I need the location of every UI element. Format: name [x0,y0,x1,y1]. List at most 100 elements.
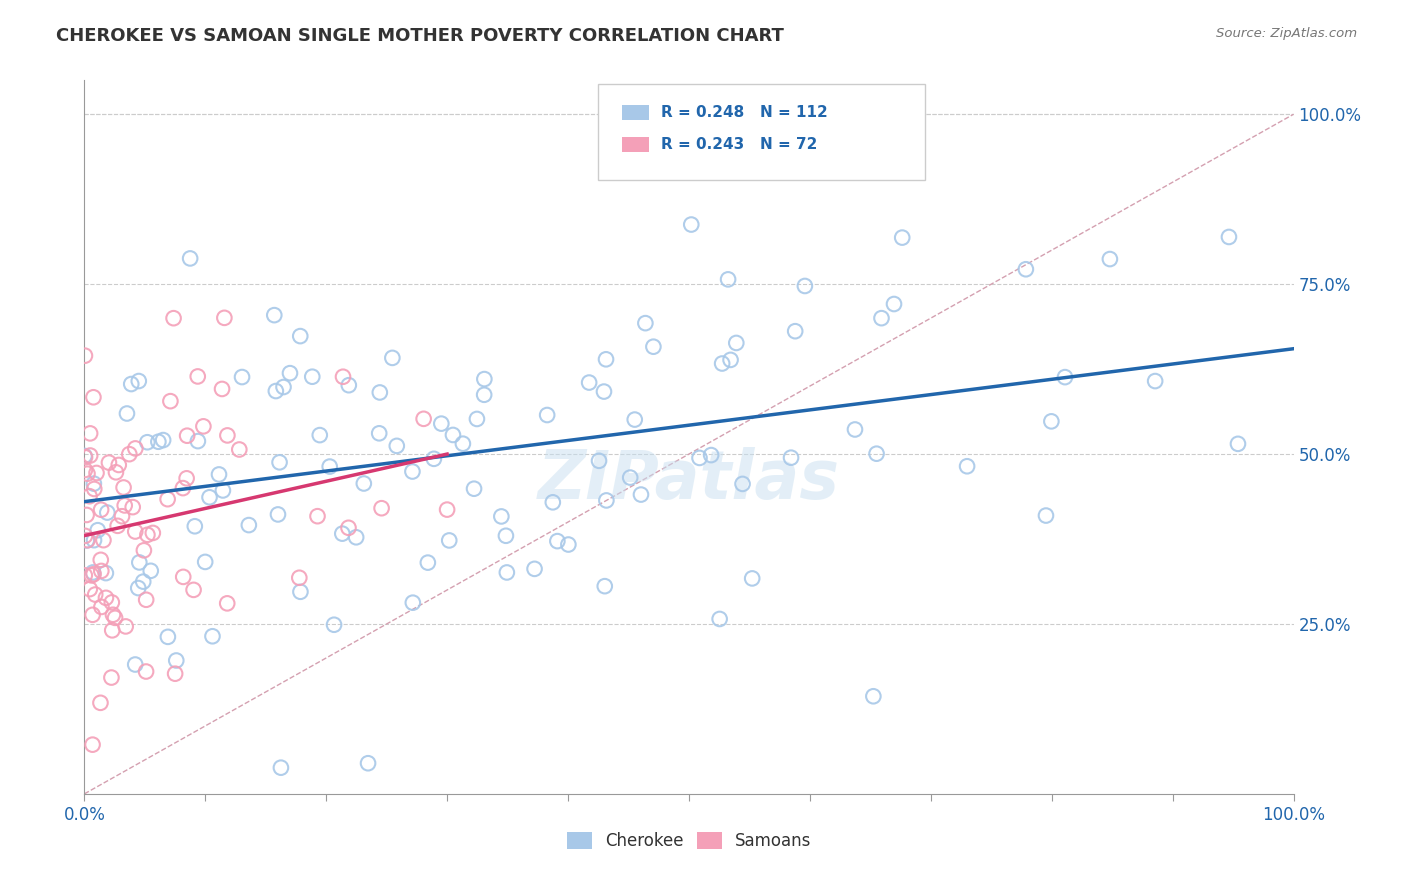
Point [1218,230,1240,244]
Point [217,428,239,442]
Point [495,566,517,580]
Point [82,607,104,622]
Point [267,508,290,522]
Point [212,483,235,498]
Point [1035,508,1057,523]
Point [619,470,641,484]
Point [90,502,112,516]
Text: R = 0.248   N = 112: R = 0.248 N = 112 [661,105,828,120]
Point [73,463,96,477]
Point [423,451,446,466]
Point [194,555,217,569]
Point [152,433,174,447]
Point [84,588,107,602]
Point [308,428,330,442]
Point [681,218,703,232]
Point [86,466,108,480]
Point [112,481,135,495]
Point [79,489,101,503]
Point [263,308,285,322]
Point [176,471,198,485]
Point [135,665,157,679]
Point [441,428,464,442]
Point [83,567,105,582]
Point [136,528,159,542]
Point [101,595,124,609]
Point [264,384,287,398]
Point [107,458,129,472]
Point [593,384,616,399]
Point [80,568,103,582]
Point [120,377,142,392]
Point [73,349,96,363]
Point [90,599,112,614]
Point [94,566,117,580]
Point [588,454,610,468]
Point [883,297,905,311]
Point [94,591,117,605]
Text: Source: ZipAtlas.com: Source: ZipAtlas.com [1216,27,1357,40]
Point [865,447,887,461]
Point [1226,437,1249,451]
Point [217,596,239,610]
Point [337,521,360,535]
Legend: Cherokee, Samoans: Cherokee, Samoans [560,825,818,857]
Point [118,447,141,461]
Point [381,351,404,365]
Point [82,566,104,580]
Point [536,408,558,422]
Point [187,434,209,449]
Point [73,450,96,465]
Point [337,378,360,392]
Point [357,756,380,771]
Point [79,426,101,441]
Point [593,579,616,593]
Point [731,476,754,491]
Point [436,502,458,516]
Point [725,335,748,350]
Point [104,465,127,479]
Point [290,584,312,599]
Point [156,492,179,507]
Point [1015,262,1038,277]
Point [717,272,740,286]
Point [228,442,250,457]
Point [1053,370,1076,384]
Point [451,436,474,450]
Point [741,571,763,585]
Point [82,738,104,752]
Point [101,624,124,638]
Point [578,376,600,390]
Point [76,533,98,548]
Point [465,412,488,426]
Point [238,518,260,533]
Point [472,372,495,386]
Point [124,524,146,539]
Point [79,582,101,596]
Point [159,394,181,409]
Point [643,340,665,354]
FancyBboxPatch shape [623,136,650,153]
Point [330,526,353,541]
Point [595,352,617,367]
Point [307,509,329,524]
Point [862,690,884,704]
Point [463,482,485,496]
Point [368,426,391,441]
Point [165,666,187,681]
Point [319,459,342,474]
Point [132,574,155,589]
Point [162,311,184,326]
Point [630,487,652,501]
Point [76,508,98,522]
Point [73,568,96,582]
Point [111,509,134,524]
Point [124,442,146,456]
Point [370,501,392,516]
Point [193,419,215,434]
Point [231,370,253,384]
Point [132,543,155,558]
Point [89,696,111,710]
Point [107,518,129,533]
Point [83,476,105,491]
